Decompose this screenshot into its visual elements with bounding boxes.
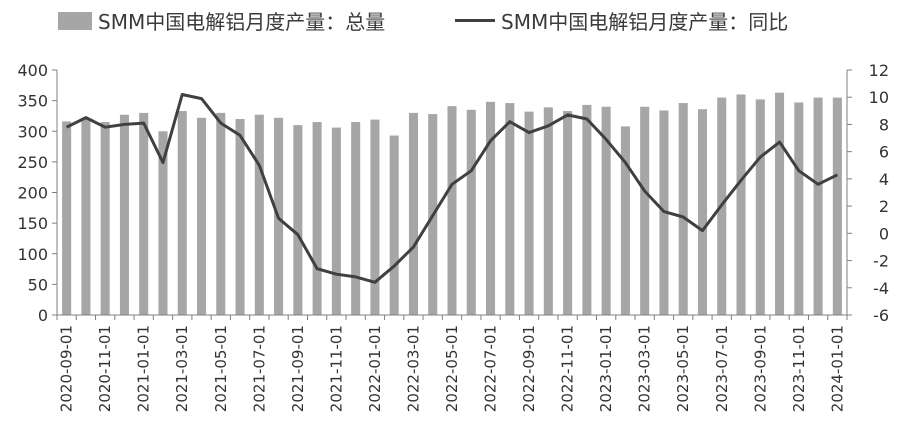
x-tick-label: 2022-01-01 xyxy=(366,325,384,412)
y-right-tick-label: 0 xyxy=(879,224,889,243)
bar-total xyxy=(832,97,842,315)
legend-item-yoy: SMM中国电解铝月度产量：同比 xyxy=(455,6,788,35)
x-tick-label: 2022-11-01 xyxy=(559,325,577,412)
x-tick-label: 2022-05-01 xyxy=(443,325,461,412)
x-tick-label: 2023-01-01 xyxy=(597,325,615,412)
legend-line-label: SMM中国电解铝月度产量：同比 xyxy=(501,10,789,34)
bar-total xyxy=(100,122,110,315)
x-tick-label: 2022-07-01 xyxy=(482,325,500,412)
bar-total xyxy=(312,122,322,315)
bar-total xyxy=(235,119,245,315)
x-tick-label: 2023-05-01 xyxy=(674,325,692,412)
bar-total xyxy=(216,112,226,315)
bar-total xyxy=(505,103,515,315)
y-right-tick-label: 2 xyxy=(879,197,889,216)
y-left-tick-label: 100 xyxy=(17,245,48,264)
bar-total xyxy=(408,112,418,315)
legend-bar-swatch xyxy=(58,11,92,30)
bar-total xyxy=(254,114,264,316)
bar-total xyxy=(196,117,207,316)
x-tick-label: 2022-03-01 xyxy=(404,325,422,412)
x-tick-label: 2023-11-01 xyxy=(790,325,808,412)
x-tick-label: 2021-09-01 xyxy=(289,325,307,412)
bar-total xyxy=(486,101,496,315)
bar-total xyxy=(794,102,804,316)
bar-total xyxy=(447,106,457,315)
bar-total xyxy=(158,131,168,315)
y-left-tick-label: 200 xyxy=(17,184,48,203)
bar-total xyxy=(582,104,592,315)
bar-total xyxy=(678,103,688,315)
bar-total xyxy=(331,127,341,315)
line-yoy xyxy=(65,93,839,284)
bar-total xyxy=(139,112,149,315)
y-right-tick-label: -6 xyxy=(873,306,889,325)
x-tick-label: 2023-07-01 xyxy=(713,325,731,412)
bar-total xyxy=(563,111,573,315)
y-left-tick-label: 350 xyxy=(17,92,48,111)
x-tick-label: 2021-07-01 xyxy=(250,325,268,412)
bar-total xyxy=(620,126,630,315)
y-left-tick-label: 300 xyxy=(17,122,48,141)
x-tick-label: 2021-11-01 xyxy=(327,325,345,412)
legend-bar-label: SMM中国电解铝月度产量：总量 xyxy=(98,10,386,34)
legend-item-total: SMM中国电解铝月度产量：总量 xyxy=(58,6,385,35)
x-tick-label: 2023-09-01 xyxy=(751,325,769,412)
bar-total xyxy=(293,125,303,315)
x-tick-label: 2021-01-01 xyxy=(135,325,153,412)
x-tick-label: 2021-03-01 xyxy=(173,325,191,412)
x-tick-label: 2021-05-01 xyxy=(212,325,230,412)
y-left-tick-label: 50 xyxy=(28,275,48,294)
y-right-tick-label: 12 xyxy=(869,61,889,80)
bar-total xyxy=(543,107,553,315)
y-right-tick-label: 6 xyxy=(879,143,889,162)
x-tick-label: 2020-11-01 xyxy=(96,325,114,412)
bar-total xyxy=(177,111,187,315)
x-tick-label: 2024-01-01 xyxy=(828,325,846,412)
x-tick-label: 2022-09-01 xyxy=(520,325,538,412)
y-right-tick-label: -4 xyxy=(873,279,889,298)
bar-total xyxy=(389,135,399,315)
y-right-tick-label: -2 xyxy=(873,252,889,271)
y-right-tick-label: 8 xyxy=(879,115,889,134)
x-tick-label: 2023-03-01 xyxy=(636,325,654,412)
bar-total xyxy=(466,109,476,315)
bar-total xyxy=(601,106,611,315)
bar-total xyxy=(697,109,708,315)
y-left-tick-label: 150 xyxy=(17,214,48,233)
legend-line-swatch xyxy=(455,19,495,22)
legend: SMM中国电解铝月度产量：总量 SMM中国电解铝月度产量：同比 xyxy=(0,6,900,36)
bar-total xyxy=(813,97,823,315)
y-right-tick-label: 10 xyxy=(869,88,889,107)
bar-total xyxy=(736,94,746,315)
bar-total xyxy=(62,121,72,315)
bar-total xyxy=(119,114,129,316)
bar-total xyxy=(640,106,650,315)
y-left-tick-label: 400 xyxy=(17,61,48,80)
bar-total xyxy=(81,119,91,315)
bar-total xyxy=(524,111,534,316)
x-tick-label: 2020-09-01 xyxy=(58,325,76,412)
y-left-tick-label: 250 xyxy=(17,153,48,172)
bar-total xyxy=(775,92,785,315)
y-left-tick-label: 0 xyxy=(38,306,48,325)
bar-total xyxy=(755,99,765,316)
y-right-tick-label: 4 xyxy=(879,170,889,189)
bar-total xyxy=(370,119,380,315)
bar-total xyxy=(351,122,361,315)
